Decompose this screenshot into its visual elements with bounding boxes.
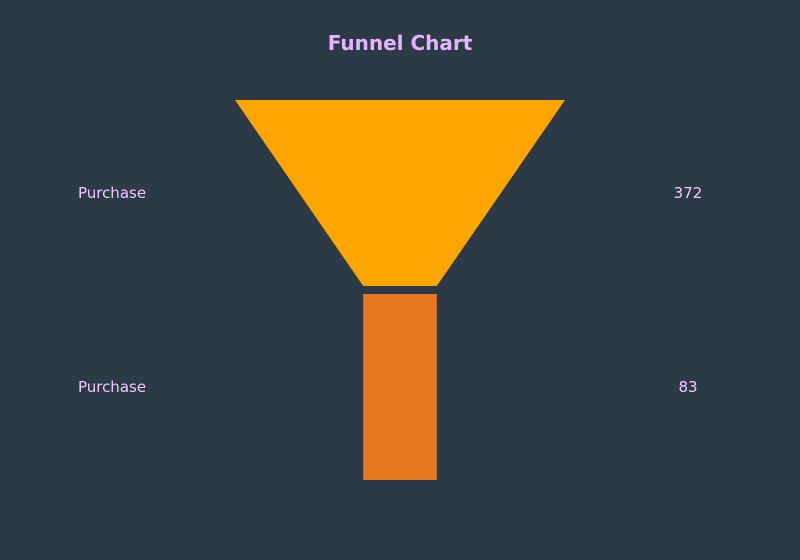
- funnel-stages: Purchase 372 Purchase 83: [78, 100, 702, 480]
- funnel-stage-2: [363, 294, 437, 480]
- chart-title: Funnel Chart: [328, 31, 473, 55]
- stage-label-2: Purchase: [78, 378, 146, 396]
- funnel-stage-1: [235, 100, 565, 286]
- stage-value-2: 83: [678, 378, 697, 396]
- stage-value-1: 372: [674, 184, 703, 202]
- stage-label-1: Purchase: [78, 184, 146, 202]
